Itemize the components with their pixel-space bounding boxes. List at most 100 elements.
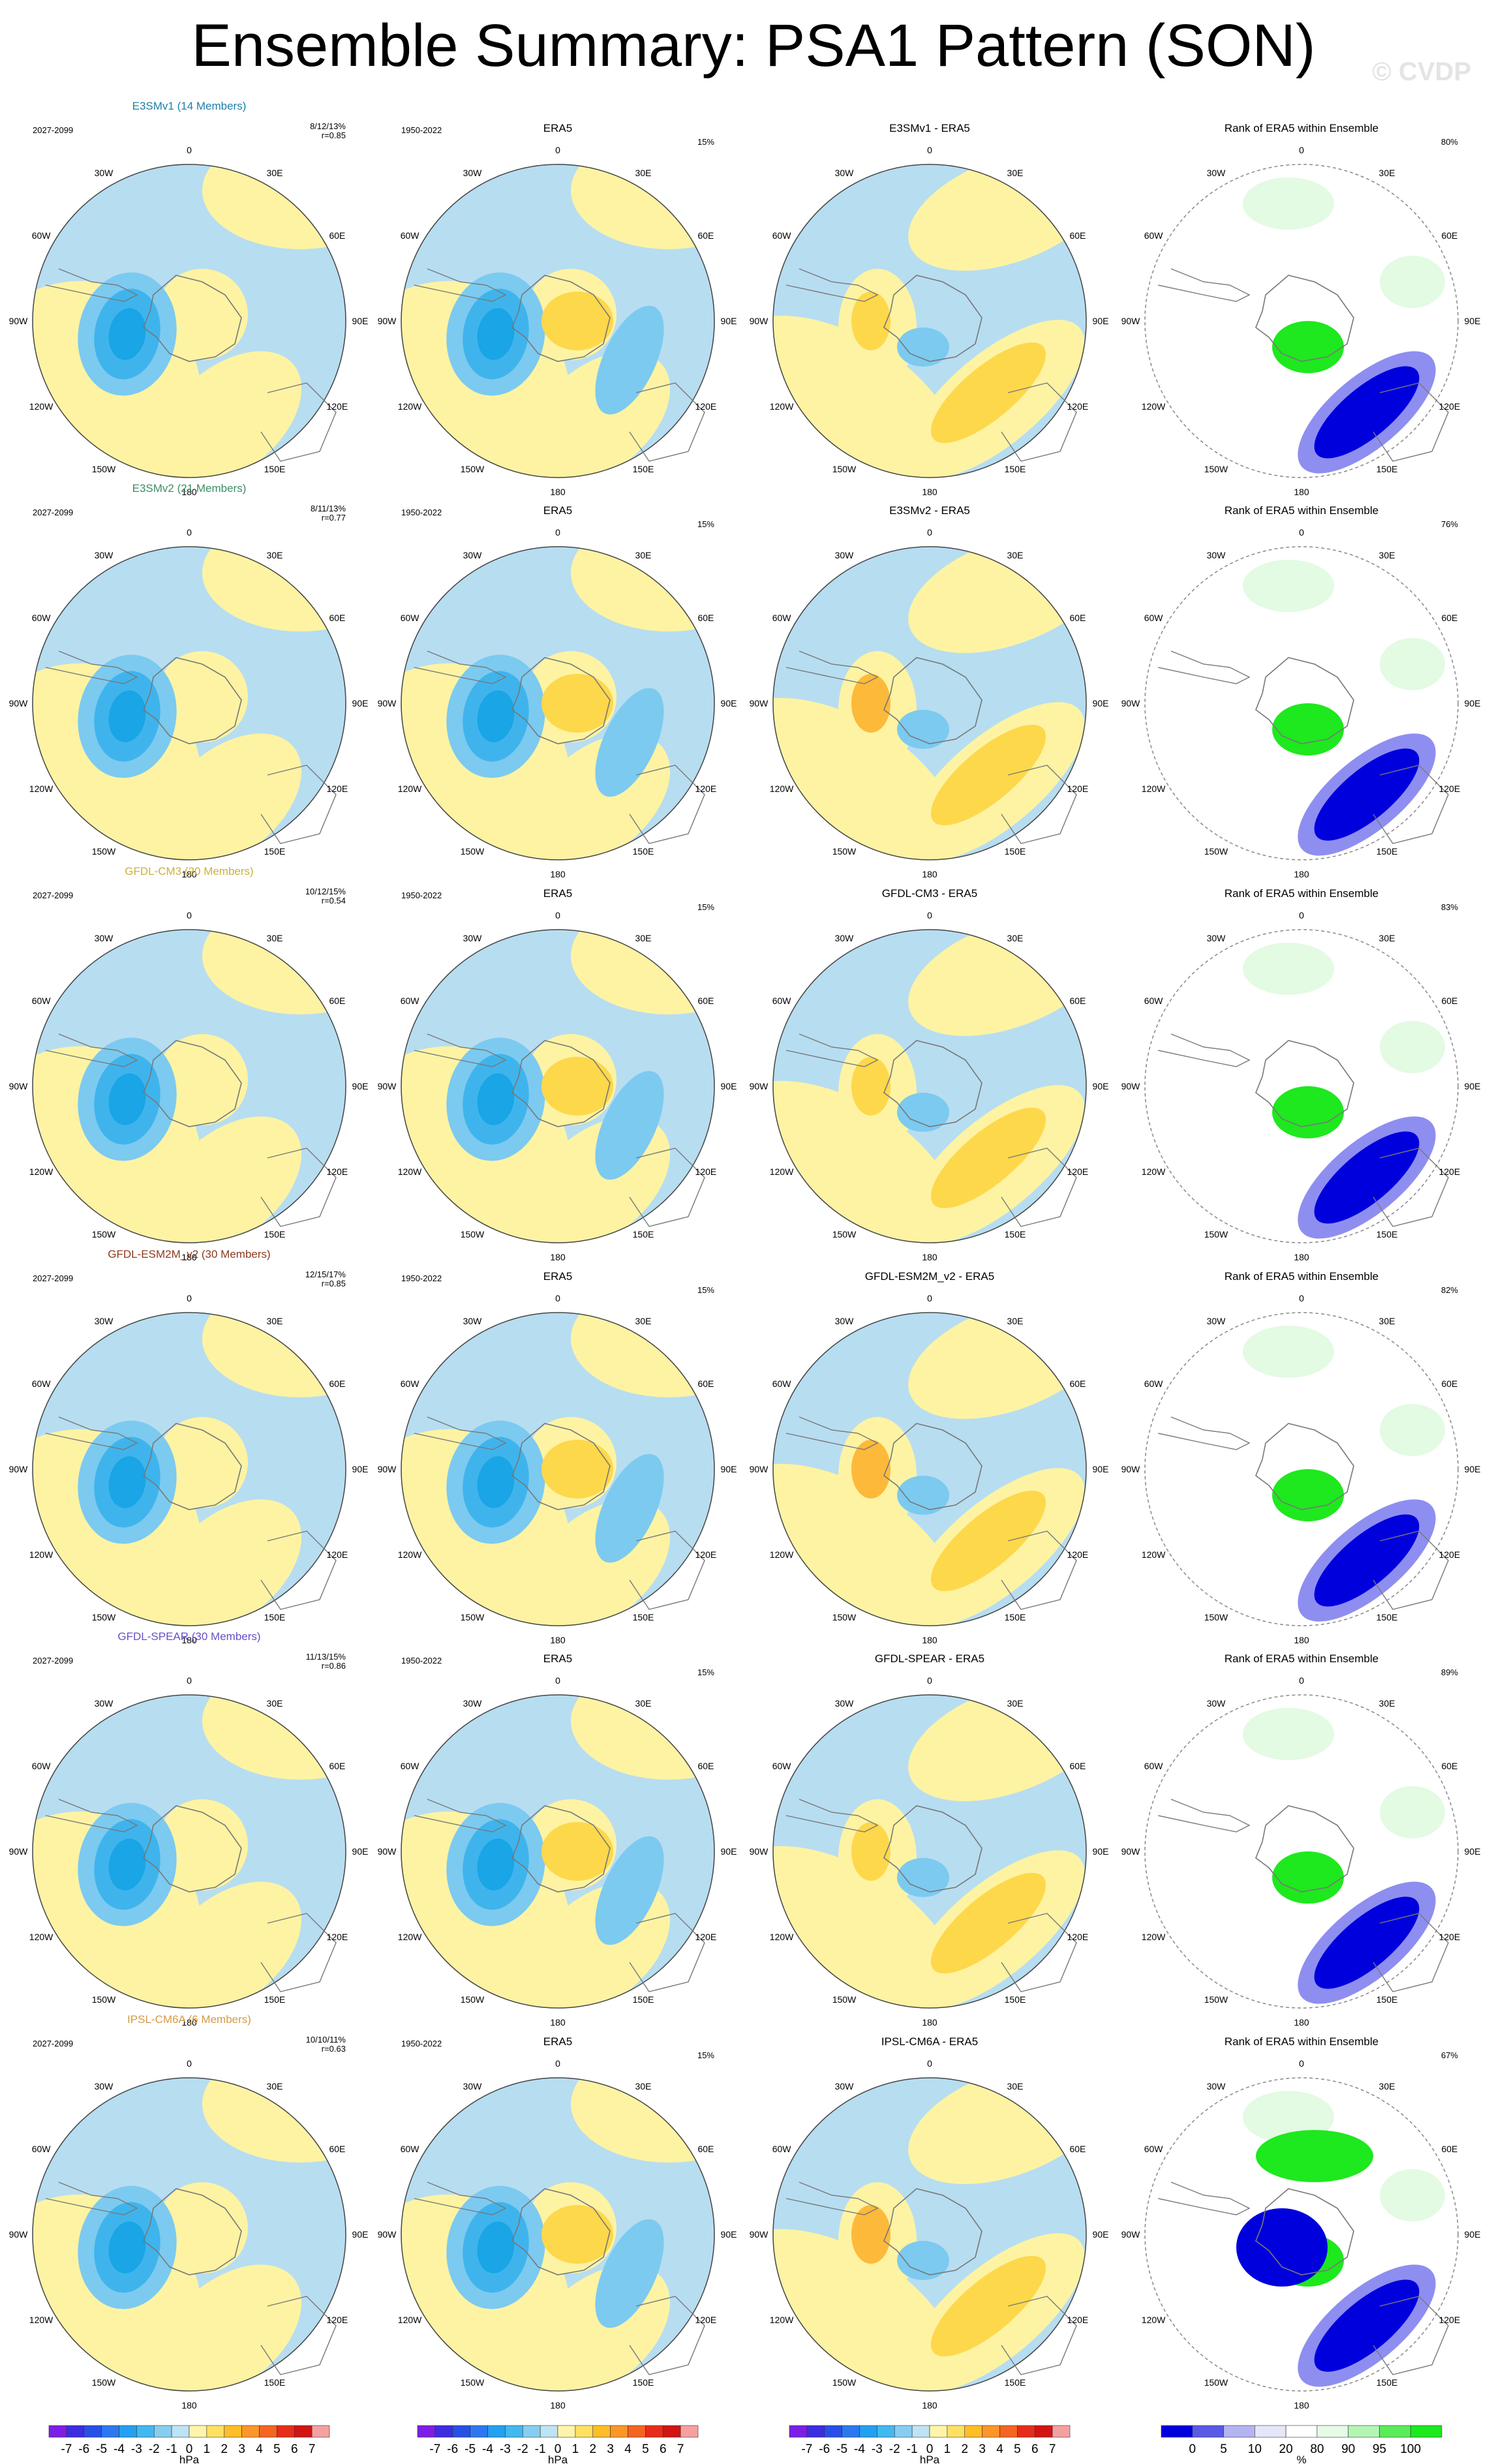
australia-coastline <box>1001 382 1077 462</box>
map-panel: ERA5 1950-2022 15% 0 30E 60E 90E 120E 150E 180 150… <box>378 1270 737 1645</box>
map-boundary <box>772 164 1087 478</box>
map-panel: GFDL-ESM2M_v2 (30 Members) 2027-2099 12/15… <box>9 1248 369 1645</box>
longitude-label: 60W <box>1144 230 1164 241</box>
longitude-label: 30W <box>463 1316 483 1326</box>
variance-explained: 15% <box>697 1667 714 1677</box>
longitude-label: 180 <box>550 1252 566 1262</box>
positive-anomaly-strong <box>930 2255 1046 2357</box>
longitude-label: 120E <box>695 1932 717 1942</box>
colorbar-tick-label: 100 <box>1400 2442 1421 2456</box>
longitude-label: 30W <box>835 2081 855 2091</box>
positive-anomaly-strong <box>930 1490 1046 1592</box>
colorbar-tick-label: 2 <box>221 2442 228 2456</box>
longitude-label: 150W <box>832 2377 857 2388</box>
longitude-label: 120W <box>29 1932 53 1942</box>
colorbar-tick-label: -4 <box>482 2442 493 2456</box>
longitude-label: 120W <box>29 401 53 412</box>
longitude-label: 90W <box>750 1081 769 1091</box>
positive-anomaly-strong <box>851 674 890 733</box>
longitude-label: 90W <box>378 2229 397 2240</box>
longitude-label: 120E <box>327 1932 348 1942</box>
longitude-label: 150E <box>264 1229 286 1240</box>
longitude-label: 0 <box>555 527 560 538</box>
map-panel: GFDL-CM3 (20 Members) 2027-2099 10/12/15%r… <box>9 865 369 1262</box>
positive-anomaly <box>571 1313 714 1397</box>
colorbar-tick-label: -6 <box>447 2442 458 2456</box>
longitude-label: 150E <box>1005 464 1026 474</box>
page-title: Ensemble Summary: PSA1 Pattern (SON) <box>191 12 1316 79</box>
antarctica-coastline <box>1255 657 1354 744</box>
longitude-label: 30E <box>1379 2081 1395 2091</box>
longitude-label: 90W <box>378 698 397 708</box>
period-label: 1950-2022 <box>401 890 442 900</box>
longitude-label: 150W <box>92 1994 116 2005</box>
negative-anomaly-strong <box>108 1073 146 1125</box>
longitude-label: 60E <box>697 1761 714 1771</box>
field-layer <box>401 547 714 860</box>
map-boundary <box>772 2077 1087 2392</box>
colorbar-tick-label: 90 <box>1341 2442 1355 2456</box>
longitude-label: 0 <box>187 1675 192 1686</box>
longitude-label: 90E <box>1465 1081 1481 1091</box>
antarctica-coastline <box>883 1423 982 1510</box>
australia-coastline <box>1373 382 1449 462</box>
australia-coastline <box>260 2296 337 2375</box>
positive-anomaly-strong <box>851 2205 890 2264</box>
antarctica-coastline <box>1255 1423 1354 1510</box>
longitude-label: 90E <box>721 698 737 708</box>
longitude-label: 120E <box>1067 1549 1089 1560</box>
longitude-label: 150W <box>832 846 857 857</box>
longitude-label: 180 <box>1294 2400 1309 2411</box>
longitude-label: 60W <box>401 996 420 1006</box>
longitude-label: 120W <box>1142 1549 1166 1560</box>
longitude-label: 150E <box>633 1994 654 2005</box>
period-label: 2027-2099 <box>33 508 73 517</box>
colorbar-tick-label: 80 <box>1310 2442 1324 2456</box>
longitude-label: 90W <box>750 698 769 708</box>
colorbar-swatch <box>1379 2425 1411 2438</box>
longitude-label: 180 <box>1294 2017 1309 2028</box>
longitude-label: 150E <box>264 1612 286 1622</box>
colorbar-tick-label: -2 <box>149 2442 160 2456</box>
map-boundary <box>32 929 346 1243</box>
colorbar-swatch <box>189 2425 207 2438</box>
australia-coastline <box>260 1148 337 1227</box>
colorbar-tick-label: 4 <box>996 2442 1003 2456</box>
longitude-label: 150E <box>1377 2377 1398 2388</box>
map-panel: E3SMv2 - ERA5 0 30E 60E 90E 120E 150E 180 150W 12… <box>750 504 1109 879</box>
longitude-label: 60E <box>697 996 714 1006</box>
colorbar-swatch <box>119 2425 137 2438</box>
positive-anomaly-strong <box>541 292 613 350</box>
australia-coastline <box>260 382 337 462</box>
longitude-label: 180 <box>550 2400 566 2411</box>
longitude-label: 0 <box>1299 910 1304 920</box>
longitude-label: 60W <box>32 230 52 241</box>
longitude-label: 30W <box>95 168 114 178</box>
longitude-label: 30W <box>95 1316 114 1326</box>
longitude-label: 30E <box>1379 933 1395 943</box>
field-layer <box>773 547 1086 860</box>
field-layer <box>1145 1695 1458 2008</box>
longitude-label: 150W <box>92 464 116 474</box>
longitude-label: 120E <box>1439 401 1461 412</box>
panel-title: Rank of ERA5 within Ensemble <box>1225 2035 1378 2048</box>
longitude-label: 90E <box>352 2229 369 2240</box>
longitude-label: 150E <box>264 2377 286 2388</box>
field-layer <box>1145 164 1458 478</box>
colorbar-swatch <box>824 2425 842 2438</box>
longitude-label: 120E <box>1067 401 1089 412</box>
south-america-coastline <box>414 268 507 302</box>
positive-anomaly <box>571 930 714 1014</box>
longitude-label: 120E <box>327 783 348 794</box>
longitude-label: 120W <box>770 1166 794 1177</box>
longitude-label: 30W <box>463 1698 483 1709</box>
longitude-label: 30W <box>1207 168 1226 178</box>
longitude-label: 0 <box>555 145 560 155</box>
map-boundary <box>401 546 715 860</box>
colorbar-swatch <box>1192 2425 1224 2438</box>
map-panel: ERA5 1950-2022 15% 0 30E 60E 90E 120E 150E 180 150… <box>378 887 737 1262</box>
longitude-label: 150E <box>264 464 286 474</box>
negative-anomaly-strong <box>477 690 515 742</box>
colorbar-swatch <box>153 2425 172 2438</box>
